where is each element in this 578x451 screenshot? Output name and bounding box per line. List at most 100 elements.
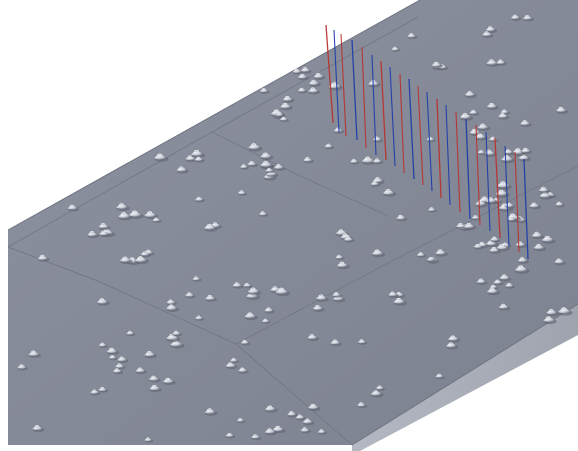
bump — [246, 287, 262, 296]
bump — [127, 210, 144, 220]
plate-edge-top — [7, 0, 421, 231]
bump — [296, 73, 309, 81]
bump — [307, 87, 321, 95]
bump — [105, 347, 120, 356]
bump — [426, 257, 436, 263]
bump — [500, 155, 516, 164]
bump — [259, 160, 274, 169]
bump — [489, 236, 501, 243]
bump — [143, 351, 157, 359]
bump — [162, 377, 176, 386]
bump — [486, 102, 499, 110]
bump — [36, 254, 50, 262]
vertical-line — [475, 124, 481, 226]
vertical-line — [399, 73, 405, 174]
bump — [239, 164, 250, 170]
bump — [259, 152, 274, 161]
bump — [306, 334, 320, 342]
bump — [458, 113, 474, 121]
vertical-line — [325, 24, 334, 124]
bump — [307, 79, 321, 88]
bump — [503, 149, 515, 156]
bump — [312, 72, 326, 80]
bump — [537, 186, 551, 194]
bump — [148, 384, 162, 393]
bump — [258, 211, 269, 217]
bump-layer — [16, 14, 573, 443]
bump — [125, 330, 136, 337]
bump — [554, 201, 565, 208]
bump — [540, 235, 556, 244]
bump — [513, 265, 530, 274]
bump — [392, 297, 407, 306]
bump — [264, 167, 275, 174]
vertical-line — [494, 137, 501, 239]
bump — [387, 291, 400, 298]
bump — [430, 61, 443, 69]
vertical-line — [417, 85, 424, 186]
bump — [297, 87, 308, 94]
bump — [118, 256, 133, 265]
bump — [116, 356, 129, 364]
bump — [224, 432, 236, 439]
bump — [369, 390, 384, 398]
bump — [395, 214, 408, 222]
bump — [143, 437, 154, 443]
vertical-line — [351, 39, 358, 141]
bump — [473, 243, 484, 250]
bump — [259, 88, 270, 94]
bump — [372, 158, 384, 165]
bump — [98, 342, 108, 348]
bump — [224, 362, 238, 370]
bump — [312, 305, 325, 312]
bump — [108, 354, 118, 361]
bump — [494, 189, 510, 198]
bump — [538, 191, 553, 200]
bump — [263, 307, 275, 314]
bump — [98, 230, 111, 238]
bump — [323, 143, 335, 150]
vertical-line — [436, 98, 442, 199]
bump — [506, 216, 518, 223]
bump — [329, 339, 342, 347]
bump — [445, 342, 459, 350]
bump — [165, 299, 177, 306]
bump — [369, 181, 381, 187]
bump — [370, 249, 386, 258]
plate-top-face — [8, 0, 578, 445]
bump — [406, 33, 418, 40]
vertical-line — [455, 111, 461, 213]
vertical-line-layer — [325, 24, 529, 260]
bump — [203, 223, 218, 232]
bump — [542, 316, 557, 325]
bump — [291, 68, 303, 75]
bump — [462, 222, 477, 231]
bump — [522, 14, 534, 22]
bump — [520, 147, 533, 155]
bump — [504, 282, 515, 289]
bump — [294, 414, 307, 421]
bump — [27, 350, 42, 359]
vertical-line — [380, 60, 387, 161]
bump — [476, 149, 487, 156]
bump — [425, 136, 436, 143]
bump — [498, 274, 512, 282]
bump — [360, 156, 377, 165]
plate-seam-3 — [211, 131, 389, 217]
bump — [112, 368, 124, 375]
bump — [545, 309, 559, 317]
vertical-line — [340, 33, 347, 137]
bump — [481, 31, 494, 38]
bump — [153, 153, 169, 162]
bump — [148, 375, 161, 383]
bump — [553, 258, 566, 266]
vertical-line — [361, 46, 367, 149]
vertical-line — [371, 54, 377, 156]
bump — [240, 339, 251, 346]
bump — [236, 418, 246, 424]
bump — [151, 217, 162, 223]
vertical-line — [504, 145, 510, 247]
bump — [286, 411, 298, 418]
